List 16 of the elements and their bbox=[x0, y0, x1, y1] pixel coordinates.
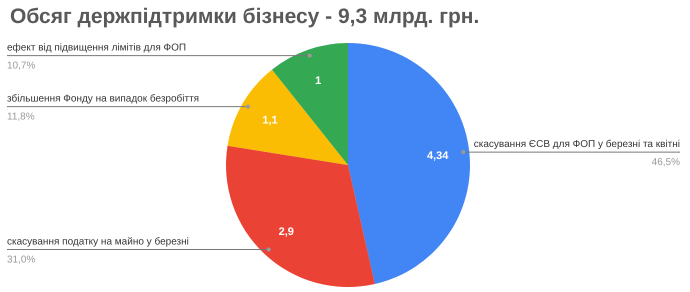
text: 31,0% bbox=[7, 254, 36, 266]
slice-label: скасування податку на майно у березні bbox=[7, 236, 189, 248]
chart-title: Обсяг держпідтримки бізнесу - 9,3 млрд. грн. bbox=[10, 5, 480, 29]
pie-slice bbox=[348, 43, 470, 284]
pie-slice bbox=[226, 146, 375, 287]
data-label: 2,9 bbox=[278, 226, 294, 238]
text: 10,7% bbox=[7, 60, 36, 72]
data-label: 1,1 bbox=[262, 114, 278, 127]
text: 11,8% bbox=[7, 112, 35, 123]
slice-label: скасування ЄСВ для ФОП у березні та квітні bbox=[474, 139, 680, 150]
pie-slice bbox=[228, 70, 348, 165]
text: 46,5% bbox=[652, 157, 680, 168]
slice-label: збільшення Фонду на випадок безробіття bbox=[7, 94, 200, 105]
data-label: 4,34 bbox=[427, 150, 450, 162]
data-label: 1 bbox=[315, 74, 322, 87]
slice-label: ефект від підвищення лімітів для ФОП bbox=[7, 42, 186, 54]
